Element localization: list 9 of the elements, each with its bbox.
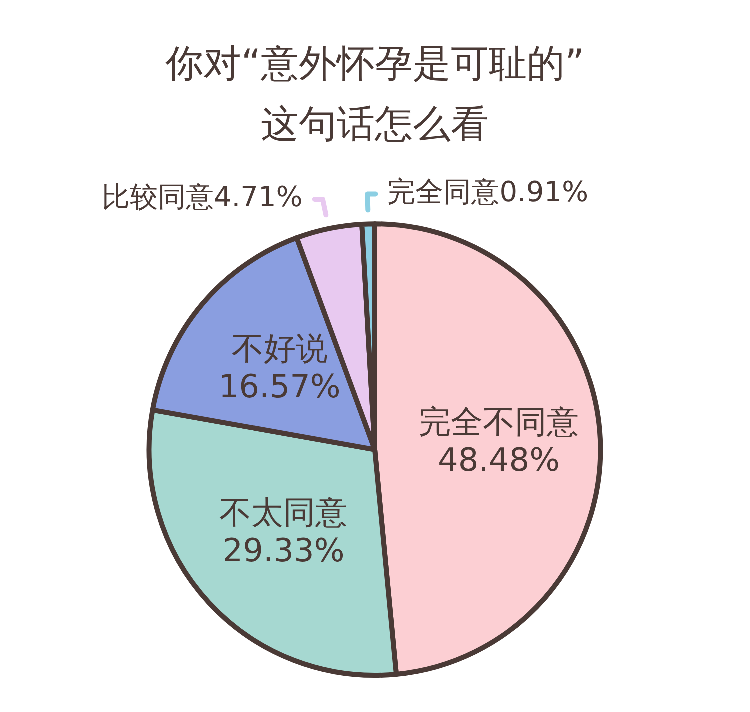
chart-title: 你对“意外怀孕是可耻的” 这句话怎么看	[164, 41, 585, 146]
slice-label: 完全同意0.91%	[388, 175, 589, 208]
slice-label: 比较同意4.71%	[102, 180, 303, 214]
data-label: 29.33%	[222, 531, 345, 570]
slice-label: 不太同意	[220, 493, 348, 532]
data-label: 16.57%	[218, 367, 341, 406]
slice-label: 不好说	[232, 329, 328, 368]
slice-label: 完全不同意	[418, 403, 579, 442]
data-label: 48.48%	[438, 441, 560, 480]
